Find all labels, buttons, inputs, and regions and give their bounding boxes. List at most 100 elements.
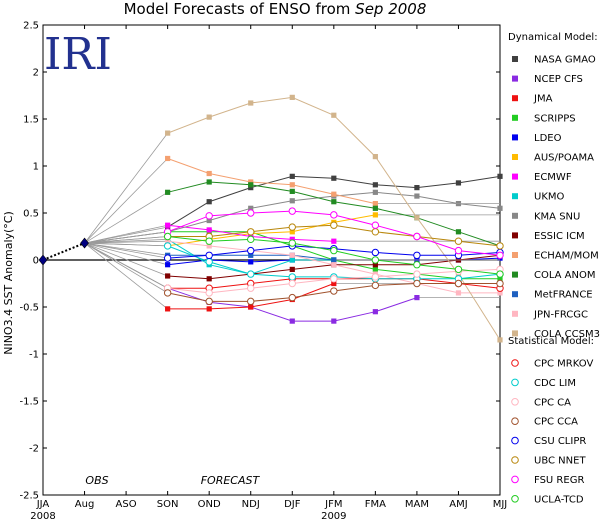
x-tick-label: NDJ: [242, 499, 260, 510]
y-tick-label: -2: [29, 444, 39, 455]
connector-line: [84, 242, 168, 277]
data-point: [414, 215, 420, 221]
data-point: [289, 188, 295, 194]
legend-marker-statistical: [511, 436, 519, 445]
data-point: [330, 287, 338, 295]
data-point: [248, 252, 254, 258]
legend-marker-dynamical: [512, 154, 518, 160]
data-point: [413, 232, 421, 241]
y-axis: 2.5 2 1.5 1 0.5 0 -0.5 -1 -1.5 -2 -2.5: [19, 21, 500, 502]
data-point: [289, 257, 295, 263]
data-point: [206, 217, 212, 224]
data-point: [289, 94, 295, 100]
data-point: [372, 154, 378, 160]
connector-line: [84, 242, 168, 294]
y-tick-label: -1.5: [19, 397, 39, 408]
data-point: [331, 175, 337, 181]
data-point: [454, 265, 463, 274]
data-point: [413, 261, 421, 269]
data-point: [205, 212, 213, 220]
data-point: [413, 279, 421, 288]
data-point: [165, 238, 171, 244]
data-point: [247, 270, 255, 278]
data-point: [165, 273, 171, 279]
data-point: [288, 223, 296, 231]
observed-point: [80, 237, 89, 249]
connector-line: [84, 132, 168, 244]
data-point: [371, 281, 380, 290]
data-point: [372, 189, 378, 195]
data-point: [454, 237, 463, 245]
legend-entry-statistical: CPC CCA: [534, 417, 578, 428]
data-point: [372, 182, 378, 188]
data-point: [247, 209, 255, 217]
x-tick-label: JFM: [324, 499, 342, 510]
data-point: [247, 284, 255, 292]
data-point: [288, 207, 296, 215]
data-point: [206, 227, 212, 233]
observed-line: [42, 242, 85, 261]
data-point: [205, 237, 213, 245]
data-point: [289, 198, 295, 204]
data-point: [205, 258, 213, 266]
data-point: [497, 205, 503, 211]
x-tick-label: Aug: [75, 499, 95, 510]
data-point: [248, 185, 254, 191]
legend-marker-dynamical: [512, 56, 518, 62]
data-point: [371, 248, 380, 257]
data-point: [288, 279, 296, 288]
data-point: [372, 205, 378, 211]
x-tick-label: MJJ: [493, 499, 508, 510]
legend-entry-dynamical: ECMWF: [534, 172, 572, 183]
data-point: [247, 228, 255, 236]
legend: Dynamical Model: Statistical Model: NASA…: [508, 32, 600, 505]
data-point: [331, 257, 337, 263]
data-point: [414, 193, 420, 199]
legend-statistical-title: Statistical Model:: [508, 336, 594, 347]
data-point: [205, 251, 213, 260]
legend-entry-statistical: CPC CA: [534, 397, 571, 408]
data-point: [330, 275, 338, 283]
data-point: [163, 242, 172, 250]
data-point: [165, 306, 171, 312]
data-point: [331, 280, 337, 287]
x-tick-label: FMA: [365, 499, 386, 510]
data-point: [247, 246, 255, 255]
data-point: [371, 228, 380, 236]
data-point: [248, 205, 254, 211]
data-point: [206, 199, 212, 205]
data-point: [455, 180, 462, 186]
data-point: [289, 173, 295, 179]
legend-marker-dynamical: [512, 75, 518, 82]
legend-marker-dynamical: [512, 291, 518, 298]
obs-annotation: OBS: [85, 474, 108, 487]
data-point: [288, 239, 296, 247]
legend-entry-dynamical: LDEO: [534, 133, 562, 144]
legend-entry-dynamical: JPN-FRCGC: [533, 309, 588, 320]
data-point: [497, 290, 503, 296]
data-point: [289, 252, 295, 258]
data-point: [497, 173, 503, 179]
legend-entry-dynamical: COLA ANOM: [534, 270, 596, 281]
connector-line: [84, 158, 168, 244]
data-point: [165, 262, 171, 268]
data-point: [163, 232, 172, 241]
legend-entry-statistical: CPC MRKOV: [534, 359, 593, 370]
data-point: [289, 266, 295, 272]
data-point: [248, 304, 254, 310]
y-tick-label: 1.5: [23, 115, 39, 126]
data-point: [455, 229, 462, 235]
data-point: [289, 182, 295, 188]
data-point: [163, 289, 172, 297]
data-point: [206, 243, 212, 249]
data-point: [371, 256, 380, 264]
data-point: [248, 179, 254, 185]
data-point: [289, 318, 295, 324]
connector-line: [84, 224, 168, 244]
legend-entry-dynamical: AUS/POAMA: [534, 153, 594, 164]
data-point: [165, 130, 171, 136]
legend-entry-statistical: FSU REGR: [534, 475, 584, 486]
legend-marker-dynamical: [512, 330, 518, 337]
data-point: [372, 309, 378, 315]
legend-marker-statistical: [511, 398, 519, 406]
